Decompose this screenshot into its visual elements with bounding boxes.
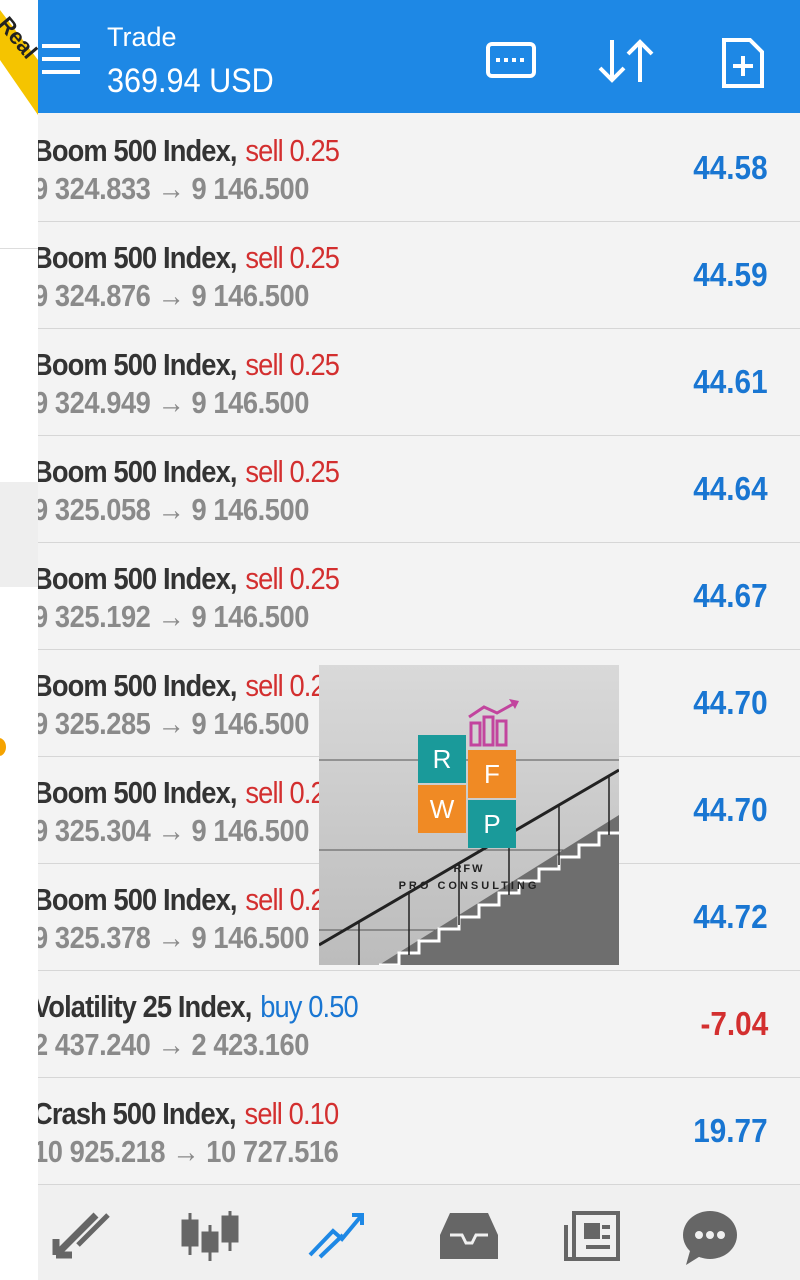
position-row[interactable]: Boom 500 Index, sell 0.25 9 325.192 → 9 14…	[38, 543, 800, 650]
position-title: Volatility 25 Index, buy 0.50	[38, 989, 359, 1025]
order-button[interactable]	[484, 40, 538, 82]
order: sell 0.25	[245, 347, 340, 382]
symbol: Boom 500 Index,	[38, 561, 237, 596]
order: sell 0.25	[245, 240, 340, 275]
trade-tab[interactable]	[308, 1213, 364, 1259]
order: buy 0.50	[260, 989, 359, 1024]
nav-icons	[52, 1211, 737, 1265]
position-title: Boom 500 Index, sell 0.25	[38, 454, 340, 490]
prices: 9 324.876 → 9 146.500	[38, 278, 309, 313]
profit: 44.67	[693, 577, 768, 614]
top-bar: Trade 369.94 USD	[0, 0, 800, 113]
profit: -7.04	[700, 1005, 768, 1042]
position-row[interactable]: Crash 500 Index, sell 0.10 10 925.218 → 10…	[38, 1078, 800, 1185]
prices: 9 325.304 → 9 146.500	[38, 813, 309, 848]
profit: 44.61	[693, 363, 768, 400]
prices: 9 325.058 → 9 146.500	[38, 492, 309, 527]
chat-tab[interactable]	[683, 1211, 737, 1265]
prices: 10 925.218 → 10 727.516	[38, 1134, 339, 1169]
symbol: Boom 500 Index,	[38, 240, 237, 275]
bottom-nav	[38, 1185, 800, 1280]
profit: 44.70	[693, 684, 768, 721]
symbol: Boom 500 Index,	[38, 668, 237, 703]
side-drawer: Real	[0, 0, 38, 1280]
position-title: Boom 500 Index, sell 0.25	[38, 561, 340, 597]
account-ribbon: Real	[0, 10, 38, 115]
symbol: Crash 500 Index,	[38, 1096, 237, 1131]
badge	[0, 738, 6, 756]
position-title: Boom 500 Index, sell 0.25	[38, 133, 340, 169]
prices: 9 324.833 → 9 146.500	[38, 171, 309, 206]
prices: 9 324.949 → 9 146.500	[38, 385, 309, 420]
prices: 9 325.378 → 9 146.500	[38, 920, 309, 955]
position-title: Crash 500 Index, sell 0.10	[38, 1096, 340, 1132]
position-row[interactable]: Volatility 25 Index, buy 0.50 2 437.240 → …	[38, 971, 800, 1078]
logo-tagline: PRO CONSULTING	[398, 880, 540, 892]
logo-letter: R	[418, 735, 466, 783]
order: sell 0.25	[245, 133, 340, 168]
prices: 2 437.240 → 2 423.160	[38, 1027, 309, 1062]
order: sell 0.25	[245, 561, 340, 596]
position-title: Boom 500 Index, sell 0.25	[38, 775, 340, 811]
profit: 44.59	[693, 256, 768, 293]
new-order-button[interactable]	[720, 36, 766, 90]
profit: 44.72	[693, 898, 768, 935]
position-title: Boom 500 Index, sell 0.25	[38, 882, 340, 918]
prices: 9 325.285 → 9 146.500	[38, 706, 309, 741]
positions-list: Boom 500 Index, sell 0.25 9 324.833 → 9 14…	[38, 115, 800, 1185]
sort-button[interactable]	[596, 36, 656, 86]
logo-letter: W	[418, 785, 466, 833]
symbol: Boom 500 Index,	[38, 454, 237, 489]
chart-tab[interactable]	[181, 1211, 239, 1261]
prices: 9 325.192 → 9 146.500	[38, 599, 309, 634]
position-row[interactable]: Boom 500 Index, sell 0.25 9 324.949 → 9 14…	[38, 329, 800, 436]
news-tab[interactable]	[564, 1211, 620, 1261]
profit: 19.77	[693, 1112, 768, 1149]
balance: 369.94 USD	[107, 62, 274, 100]
symbol: Boom 500 Index,	[38, 347, 237, 382]
symbol: Volatility 25 Index,	[38, 989, 252, 1024]
menu-button[interactable]	[40, 42, 84, 76]
symbol: Boom 500 Index,	[38, 133, 237, 168]
profit: 44.58	[693, 149, 768, 186]
position-row[interactable]: Boom 500 Index, sell 0.25 9 324.833 → 9 14…	[38, 115, 800, 222]
logo-letter: F	[468, 750, 516, 798]
quotes-tab[interactable]	[52, 1212, 110, 1259]
profit: 44.70	[693, 791, 768, 828]
profit: 44.64	[693, 470, 768, 507]
symbol: Boom 500 Index,	[38, 775, 237, 810]
position-title: Boom 500 Index, sell 0.25	[38, 668, 340, 704]
position-title: Boom 500 Index, sell 0.25	[38, 347, 340, 383]
symbol: Boom 500 Index,	[38, 882, 237, 917]
position-title: Boom 500 Index, sell 0.25	[38, 240, 340, 276]
position-row[interactable]: Boom 500 Index, sell 0.25 9 324.876 → 9 14…	[38, 222, 800, 329]
screen-title: Trade	[107, 22, 177, 52]
order: sell 0.25	[245, 454, 340, 489]
history-tab[interactable]	[440, 1213, 498, 1259]
drawer-item	[0, 482, 38, 587]
logo-letter: P	[468, 800, 516, 848]
position-row[interactable]: Boom 500 Index, sell 0.25 9 325.058 → 9 14…	[38, 436, 800, 543]
divider	[0, 248, 38, 249]
logo-brand: RFW	[453, 863, 485, 875]
order: sell 0.10	[244, 1096, 340, 1131]
